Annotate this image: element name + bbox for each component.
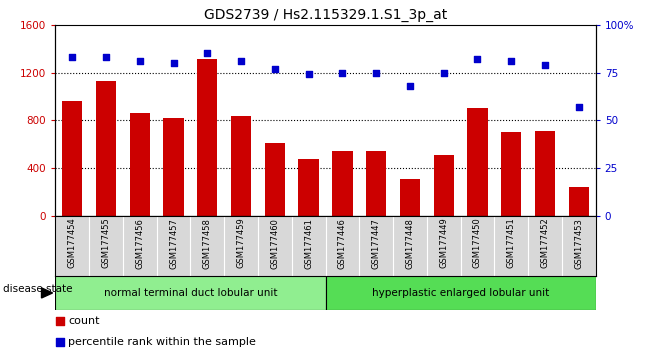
Text: GSM177459: GSM177459 bbox=[236, 218, 245, 268]
Text: GSM177456: GSM177456 bbox=[135, 218, 145, 269]
Text: GSM177447: GSM177447 bbox=[372, 218, 381, 269]
FancyBboxPatch shape bbox=[326, 276, 596, 310]
Point bbox=[236, 58, 246, 64]
Point bbox=[67, 55, 77, 60]
Point bbox=[506, 58, 516, 64]
Point bbox=[135, 58, 145, 64]
Text: hyperplastic enlarged lobular unit: hyperplastic enlarged lobular unit bbox=[372, 288, 549, 298]
Bar bbox=[501, 132, 521, 216]
Bar bbox=[569, 187, 589, 216]
Text: count: count bbox=[68, 316, 100, 326]
FancyBboxPatch shape bbox=[55, 276, 325, 310]
Bar bbox=[366, 152, 386, 216]
Point bbox=[472, 56, 482, 62]
Point bbox=[303, 72, 314, 77]
Text: percentile rank within the sample: percentile rank within the sample bbox=[68, 337, 256, 347]
Bar bbox=[265, 143, 285, 216]
Point bbox=[405, 83, 415, 89]
Text: GSM177448: GSM177448 bbox=[406, 218, 415, 269]
Text: GSM177458: GSM177458 bbox=[203, 218, 212, 269]
Title: GDS2739 / Hs2.115329.1.S1_3p_at: GDS2739 / Hs2.115329.1.S1_3p_at bbox=[204, 8, 447, 22]
Bar bbox=[96, 81, 116, 216]
Point bbox=[337, 70, 348, 75]
Point bbox=[540, 62, 550, 68]
Bar bbox=[299, 159, 319, 216]
Bar bbox=[163, 118, 184, 216]
Text: GSM177452: GSM177452 bbox=[540, 218, 549, 268]
Text: disease state: disease state bbox=[3, 284, 73, 295]
Point bbox=[270, 66, 280, 72]
Text: GSM177449: GSM177449 bbox=[439, 218, 448, 268]
Point bbox=[439, 70, 449, 75]
Polygon shape bbox=[42, 288, 53, 298]
Point bbox=[55, 318, 65, 324]
Bar bbox=[535, 131, 555, 216]
Bar bbox=[332, 152, 353, 216]
Text: GSM177450: GSM177450 bbox=[473, 218, 482, 268]
Bar bbox=[434, 155, 454, 216]
Bar bbox=[197, 59, 217, 216]
Point bbox=[169, 60, 179, 66]
Bar bbox=[130, 113, 150, 216]
Text: GSM177455: GSM177455 bbox=[102, 218, 111, 268]
Text: GSM177454: GSM177454 bbox=[68, 218, 77, 268]
Text: GSM177457: GSM177457 bbox=[169, 218, 178, 269]
Text: GSM177460: GSM177460 bbox=[270, 218, 279, 269]
Text: GSM177453: GSM177453 bbox=[574, 218, 583, 269]
Point bbox=[371, 70, 381, 75]
Text: normal terminal duct lobular unit: normal terminal duct lobular unit bbox=[104, 288, 277, 298]
Point bbox=[55, 339, 65, 344]
Point bbox=[101, 55, 111, 60]
Point bbox=[202, 51, 212, 56]
Bar bbox=[231, 115, 251, 216]
Text: GSM177461: GSM177461 bbox=[304, 218, 313, 269]
Text: GSM177451: GSM177451 bbox=[506, 218, 516, 268]
Bar bbox=[467, 108, 488, 216]
Point bbox=[574, 104, 584, 110]
Bar bbox=[400, 179, 420, 216]
Bar bbox=[62, 101, 82, 216]
Text: GSM177446: GSM177446 bbox=[338, 218, 347, 269]
